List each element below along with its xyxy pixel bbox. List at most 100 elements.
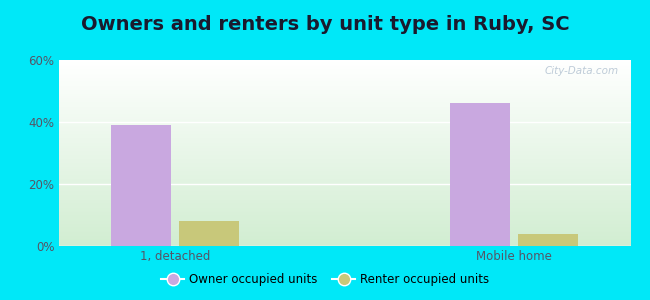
Bar [58,69,630,70]
Bar [58,61,630,62]
Bar [58,147,630,148]
Bar [58,113,630,114]
Bar [58,223,630,224]
Bar [58,185,630,187]
Bar [58,231,630,232]
Bar [58,189,630,190]
Bar [58,166,630,167]
Bar [58,218,630,219]
Bar [58,137,630,138]
Bar [58,182,630,183]
Bar [58,97,630,98]
Bar [58,91,630,92]
Bar [58,136,630,137]
Bar [58,153,630,154]
Bar [58,164,630,165]
Bar [58,78,630,79]
Bar [58,129,630,130]
Bar [58,238,630,239]
Bar [58,210,630,211]
Bar [58,221,630,222]
Bar [58,77,630,78]
Bar [58,84,630,85]
Bar [58,124,630,125]
Bar [58,206,630,207]
Bar [58,74,630,75]
Bar [58,82,630,83]
Bar [58,125,630,126]
Bar [58,146,630,147]
Bar [58,144,630,145]
Bar [58,133,630,134]
Bar [58,230,630,231]
Bar [58,63,630,64]
Bar [58,200,630,201]
Bar [58,116,630,117]
Bar [58,172,630,173]
Bar [58,158,630,159]
Bar [58,148,630,149]
Bar [58,79,630,80]
Bar [58,236,630,237]
Bar [58,71,630,72]
Bar [58,196,630,197]
Bar [58,149,630,150]
Bar [58,160,630,161]
Bar [58,174,630,175]
Bar [58,183,630,184]
Bar [58,76,630,77]
Bar [58,62,630,63]
Bar [58,157,630,158]
Bar [58,165,630,166]
Bar [58,123,630,124]
Bar [58,139,630,140]
Bar [58,83,630,84]
Bar [58,209,630,210]
Bar [58,204,630,205]
Bar [58,226,630,227]
Bar [58,102,630,103]
Bar [58,219,630,220]
Bar [58,68,630,69]
Bar [111,125,171,246]
Bar [58,244,630,245]
Bar [58,89,630,90]
Bar [58,134,630,135]
Bar [58,212,630,214]
Bar [58,64,630,66]
Bar [58,242,630,243]
Bar [58,187,630,188]
Bar [58,163,630,164]
Bar [58,130,630,131]
Bar [58,108,630,109]
Bar [58,103,630,104]
Bar [58,128,630,129]
Bar [58,155,630,156]
Bar [58,67,630,68]
Bar [58,197,630,198]
Bar [58,80,630,81]
Bar [58,188,630,189]
Bar [58,170,630,171]
Bar [58,73,630,74]
Bar [58,167,630,168]
Bar [58,100,630,101]
Bar [518,234,578,246]
Bar [58,180,630,181]
Bar [58,192,630,193]
Bar [58,176,630,177]
Bar [58,122,630,123]
Bar [58,109,630,110]
Bar [58,72,630,73]
Bar [58,154,630,155]
Bar [58,195,630,196]
Bar [58,179,630,180]
Bar [58,216,630,217]
Bar [58,111,630,112]
Bar [58,235,630,236]
Bar [58,156,630,157]
Bar [58,225,630,226]
Bar [58,184,630,185]
Bar [450,103,510,246]
Bar [58,92,630,94]
